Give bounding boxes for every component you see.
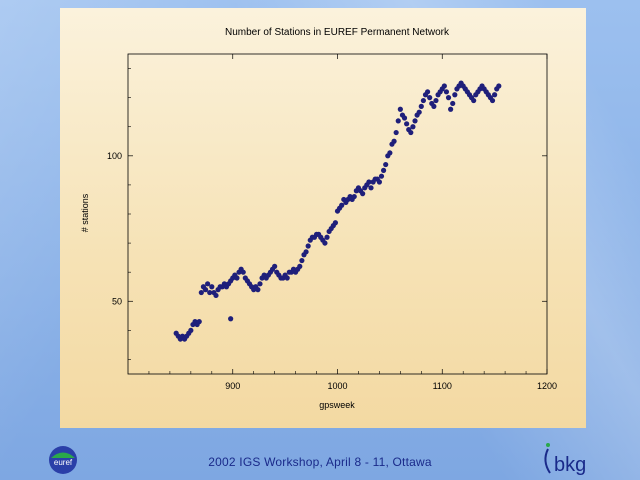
y-axis-label: # stations [80,193,90,232]
y-tick-label: 100 [107,151,122,161]
data-point [228,316,234,322]
data-point [284,275,290,281]
data-point [188,327,194,333]
data-point [408,129,414,136]
data-point [443,89,450,95]
data-point [332,220,339,226]
data-point [322,240,328,246]
footer-text: 2002 IGS Workshop, April 8 - 11, Ottawa [208,455,432,469]
data-point [427,95,433,101]
data-point [272,263,278,269]
data-point [416,109,422,115]
y-axis: 50 100 [107,68,547,360]
data-point [489,97,496,104]
data-point [351,193,357,200]
x-tick-label: 1000 [327,381,347,391]
x-axis: 900 1000 1100 1200 [148,54,557,391]
data-point [471,97,477,104]
data-point [205,281,211,287]
data-point [255,287,261,293]
data-point [368,185,374,191]
data-point [393,129,399,136]
data-point [452,92,458,98]
x-tick-label: 900 [225,381,240,391]
scatter-chart: Number of Stations in EUREF Permanent Ne… [80,27,557,410]
data-point [376,179,382,185]
x-axis-label: gpsweek [319,400,355,410]
data-point [404,121,410,127]
data-point [339,202,345,208]
data-point [240,269,246,275]
data-point [297,263,303,269]
data-point [496,83,502,89]
data-point [299,257,305,264]
data-point [397,106,403,112]
data-point [196,319,202,325]
data-point [257,281,263,287]
data-point [450,100,456,107]
svg-text:bkg: bkg [554,454,586,476]
data-point [383,161,389,168]
y-tick-label: 50 [112,296,122,306]
data-point [448,106,454,112]
x-tick-label: 1200 [537,381,557,391]
bkg-logo-icon: bkg [544,443,586,476]
euref-logo-icon: euref [49,446,77,474]
data-point [198,289,204,296]
data-point [433,97,439,104]
data-point [412,118,418,124]
data-point [424,89,431,95]
chart-panel [60,8,586,428]
x-tick-label: 1100 [433,381,452,391]
data-point [305,243,311,249]
data-point [380,167,387,173]
data-point [441,83,447,89]
data-point [492,92,498,98]
data-point [303,249,309,255]
data-point [366,179,372,185]
data-point [391,138,397,144]
data-point [207,289,213,296]
data-point [401,115,408,121]
data-point [213,292,219,299]
data-point [234,275,240,281]
data-point [202,287,209,293]
data-point [209,284,215,290]
data-point [418,103,424,109]
data-point [431,103,437,109]
chart-title: Number of Stations in EUREF Permanent Ne… [225,27,450,38]
data-point [410,124,416,130]
data-point [395,118,401,124]
data-point [420,97,426,104]
data-points [173,80,502,342]
data-point [378,173,385,179]
data-point [387,150,393,156]
svg-text:euref: euref [54,458,73,467]
data-point [360,191,366,197]
data-point [445,95,452,101]
data-point [324,234,330,240]
